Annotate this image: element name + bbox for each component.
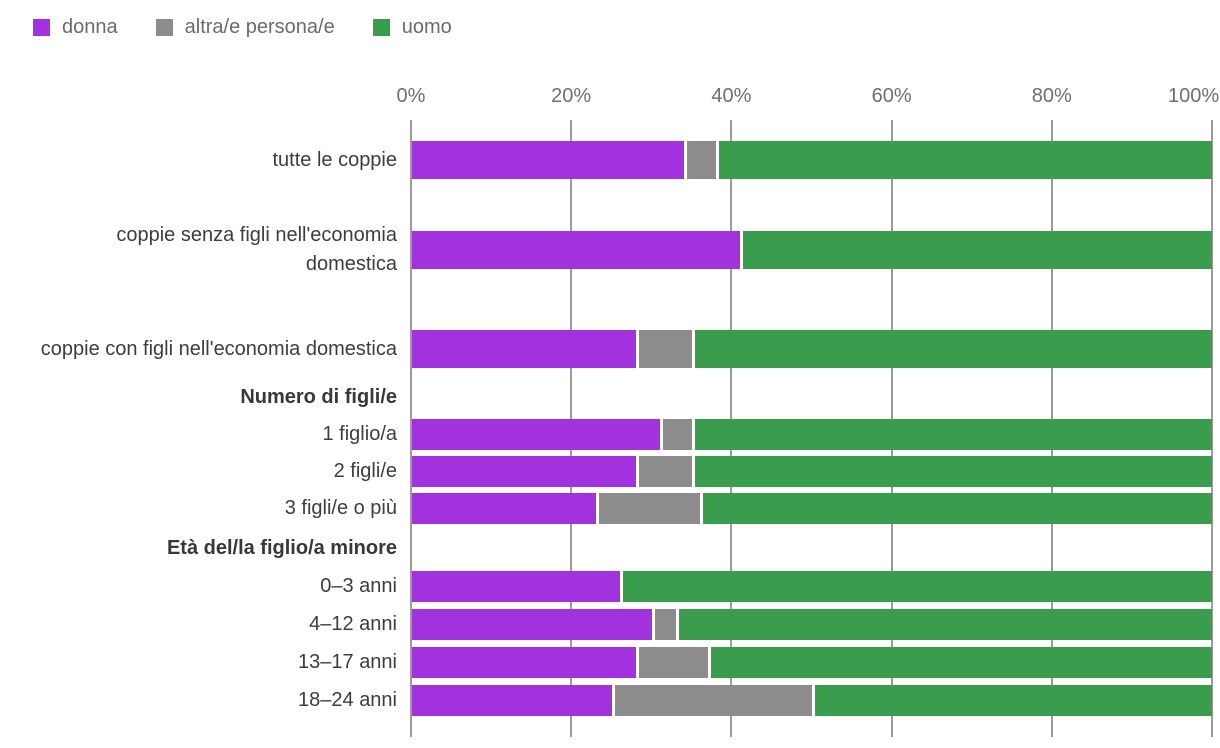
bar-segment-uomo[interactable]: [740, 231, 1212, 269]
bar-row: tutte le coppie: [0, 141, 1220, 179]
legend-item-altra-persona[interactable]: altra/e persona/e: [155, 16, 335, 39]
bar-segment-donna[interactable]: [412, 647, 636, 678]
donna-swatch-icon: [33, 19, 50, 36]
section-header-row: Età del/la figlio/a minore: [0, 534, 1220, 562]
bar-segment-uomo[interactable]: [692, 330, 1212, 368]
section-header-row: Numero di figli/e: [0, 383, 1220, 411]
x-axis-tick-label: 0%: [396, 85, 426, 107]
row-label: 13–17 anni: [298, 651, 397, 673]
bar-track: [412, 231, 1212, 269]
bar-row: 4–12 anni: [0, 609, 1220, 640]
row-label: 1 figlio/a: [322, 423, 398, 445]
legend-item-uomo[interactable]: uomo: [372, 16, 452, 39]
legend-item-donna[interactable]: donna: [33, 16, 118, 39]
bar-segment-uomo[interactable]: [700, 493, 1212, 524]
bar-track: [412, 141, 1212, 179]
legend: donna altra/e persona/e uomo: [33, 16, 452, 39]
legend-label: donna: [62, 16, 118, 38]
bar-segment-donna[interactable]: [412, 571, 620, 602]
row-label: tutte le coppie: [272, 148, 397, 171]
x-axis-tick-label: 80%: [1031, 85, 1072, 107]
bar-rows: tutte le coppie coppie senza figli nell'e…: [0, 120, 1220, 716]
legend-label: uomo: [401, 16, 452, 38]
row-label: 18–24 anni: [298, 689, 397, 711]
gridline: [410, 120, 412, 737]
bar-segment-donna[interactable]: [412, 141, 684, 179]
bar-track: [412, 685, 1212, 716]
gridline: [1211, 120, 1213, 737]
legend-label: altra/e persona/e: [184, 16, 335, 38]
row-label: 4–12 anni: [309, 613, 397, 635]
altra-persona-swatch-icon: [155, 19, 173, 36]
bar-segment-altra[interactable]: [636, 456, 692, 487]
bar-track: [412, 419, 1212, 450]
bar-segment-donna[interactable]: [412, 330, 636, 368]
bar-segment-donna[interactable]: [412, 609, 652, 640]
bar-segment-altra[interactable]: [596, 493, 700, 524]
bar-track: [412, 609, 1212, 640]
bar-row: 0–3 anni: [0, 571, 1220, 602]
bar-track: [412, 647, 1212, 678]
bar-row: coppie con figli nell'economia domestica: [0, 330, 1220, 368]
x-axis-tick-label: 60%: [871, 85, 912, 107]
bar-row: coppie senza figli nell'economia domesti…: [0, 224, 1220, 275]
bar-segment-donna[interactable]: [412, 685, 612, 716]
uomo-swatch-icon: [372, 19, 390, 36]
bar-row: 2 figli/e: [0, 456, 1220, 487]
bar-segment-uomo[interactable]: [692, 419, 1212, 450]
bar-track: [412, 493, 1212, 524]
bar-segment-uomo[interactable]: [692, 456, 1212, 487]
bar-segment-uomo[interactable]: [716, 141, 1212, 179]
bar-segment-altra[interactable]: [636, 647, 708, 678]
row-label: 3 figli/e o più: [284, 497, 397, 519]
section-header: Età del/la figlio/a minore: [166, 536, 397, 559]
bar-segment-donna[interactable]: [412, 456, 636, 487]
bar-segment-donna[interactable]: [412, 231, 740, 269]
bar-segment-altra[interactable]: [612, 685, 812, 716]
row-label: 0–3 anni: [320, 575, 397, 597]
section-header: Numero di figli/e: [240, 385, 397, 408]
row-label: coppie senza figli nell'economia domesti…: [116, 224, 397, 275]
bar-segment-uomo[interactable]: [812, 685, 1212, 716]
bar-row: 13–17 anni: [0, 647, 1220, 678]
bar-segment-altra[interactable]: [660, 419, 692, 450]
x-axis-tick-label: 40%: [711, 85, 752, 107]
bar-segment-donna[interactable]: [412, 493, 596, 524]
bar-segment-altra[interactable]: [636, 330, 692, 368]
bar-segment-uomo[interactable]: [708, 647, 1212, 678]
bar-track: [412, 330, 1212, 368]
row-label: coppie con figli nell'economia domestica: [40, 337, 397, 360]
bar-segment-uomo[interactable]: [620, 571, 1212, 602]
bar-row: 1 figlio/a: [0, 419, 1220, 450]
bar-segment-altra[interactable]: [652, 609, 676, 640]
x-axis-tick-labels: 0% 20% 40% 60% 80% 100%: [397, 85, 1220, 112]
bar-segment-uomo[interactable]: [676, 609, 1212, 640]
bar-track: [412, 456, 1212, 487]
bar-row: 18–24 anni: [0, 685, 1220, 716]
bar-row: 3 figli/e o più: [0, 493, 1220, 524]
bar-track: [412, 571, 1212, 602]
bar-segment-donna[interactable]: [412, 419, 660, 450]
x-axis-tick-label: 100%: [1168, 85, 1220, 107]
x-axis-tick-label: 20%: [551, 85, 592, 107]
row-label: 2 figli/e: [333, 460, 397, 482]
bar-segment-altra[interactable]: [684, 141, 716, 179]
